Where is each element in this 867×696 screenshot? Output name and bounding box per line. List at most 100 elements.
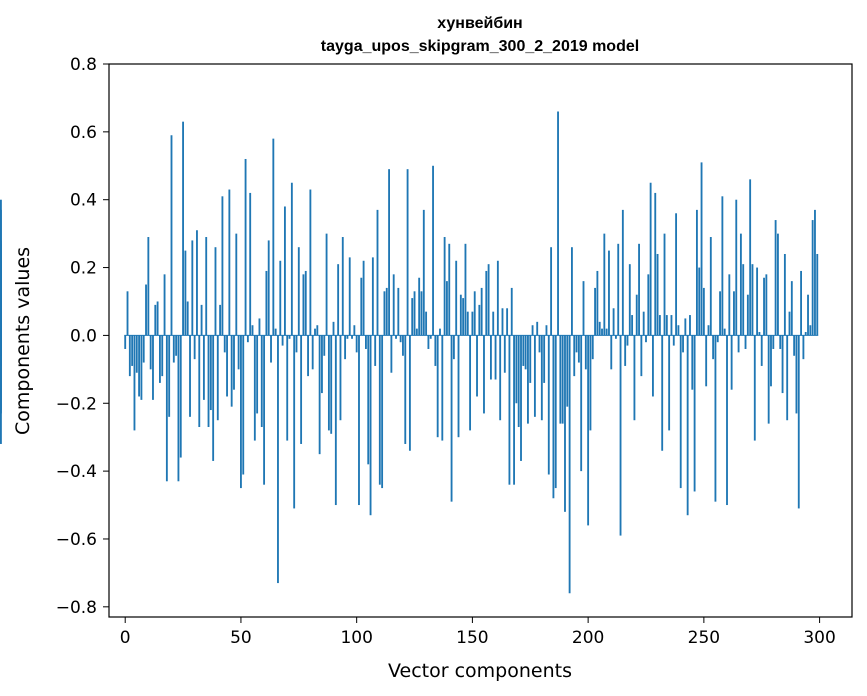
bar — [654, 192, 657, 336]
bar — [290, 182, 293, 336]
bar — [378, 335, 381, 485]
bar — [714, 335, 717, 502]
bar — [191, 240, 194, 336]
bar — [767, 335, 770, 424]
bar — [672, 335, 675, 346]
bar — [605, 328, 608, 336]
chart-subtitle: tayga_upos_skipgram_300_2_2019 model — [321, 38, 639, 55]
bar — [226, 335, 228, 397]
bar — [730, 335, 733, 390]
bar — [353, 325, 356, 336]
bar — [466, 311, 469, 336]
bar — [154, 304, 157, 336]
bar — [564, 335, 566, 512]
bar — [529, 335, 532, 383]
bar — [733, 291, 735, 336]
bar — [783, 253, 786, 336]
bar — [425, 311, 428, 336]
bar — [573, 335, 576, 377]
bar — [582, 281, 585, 336]
bar — [811, 220, 814, 336]
bar — [293, 335, 296, 509]
y-tick-label: −0.4 — [56, 462, 97, 482]
bar — [216, 335, 219, 421]
bar — [381, 335, 384, 489]
bar — [156, 301, 159, 336]
bar — [323, 335, 326, 356]
bar — [367, 335, 370, 465]
bar — [614, 335, 617, 339]
bar — [800, 270, 802, 336]
bar — [756, 267, 759, 336]
bar — [753, 335, 756, 441]
bar — [267, 240, 270, 336]
bar — [716, 335, 719, 343]
bar — [330, 335, 333, 434]
bar — [480, 287, 483, 336]
bar — [471, 311, 474, 336]
bar — [219, 304, 222, 336]
bar — [397, 287, 400, 336]
bar — [177, 335, 180, 482]
bar — [179, 335, 182, 458]
bar — [408, 335, 411, 451]
plot-area-frame — [108, 63, 853, 618]
bar — [334, 335, 337, 506]
bar — [228, 189, 231, 336]
bar — [568, 335, 571, 594]
bar — [133, 335, 136, 431]
bar-series — [0, 111, 819, 594]
bar — [395, 335, 397, 339]
bar — [230, 335, 233, 407]
x-tick-label: 300 — [803, 628, 835, 648]
bar — [675, 213, 678, 336]
bar — [318, 335, 321, 455]
bar — [242, 335, 245, 475]
bar — [587, 335, 590, 526]
bar — [554, 335, 557, 489]
bar — [369, 335, 372, 516]
bar — [483, 335, 485, 414]
bar — [658, 315, 661, 336]
bar — [645, 335, 647, 343]
bar — [441, 335, 444, 441]
bar — [663, 233, 666, 336]
bar — [689, 315, 691, 336]
bar — [402, 335, 404, 356]
bar — [462, 298, 465, 336]
bar — [358, 335, 360, 506]
bar — [571, 247, 573, 336]
x-tick-label: 200 — [572, 628, 604, 648]
x-tick-label: 150 — [456, 628, 488, 648]
bar — [383, 291, 386, 336]
bar — [455, 260, 458, 336]
bar — [142, 335, 145, 363]
bar — [723, 328, 726, 336]
bar — [214, 247, 217, 336]
bar — [270, 335, 272, 363]
bar — [376, 209, 379, 336]
bar — [795, 335, 798, 414]
bar — [399, 335, 402, 343]
bar — [131, 335, 134, 366]
bar — [496, 260, 499, 336]
bar — [487, 264, 490, 336]
bar — [244, 158, 247, 336]
bar — [557, 111, 559, 336]
bar — [344, 335, 347, 360]
x-tick-label: 0 — [120, 628, 131, 648]
bar — [221, 196, 224, 336]
bar — [172, 335, 175, 363]
bar — [677, 325, 680, 336]
bar — [135, 335, 138, 373]
bar — [314, 328, 316, 336]
bar — [596, 270, 599, 336]
bar — [656, 253, 659, 336]
bar — [0, 281, 2, 336]
bar — [515, 335, 518, 404]
bar — [0, 209, 2, 336]
bar — [404, 335, 407, 444]
bar — [138, 335, 141, 397]
bar — [735, 199, 738, 336]
